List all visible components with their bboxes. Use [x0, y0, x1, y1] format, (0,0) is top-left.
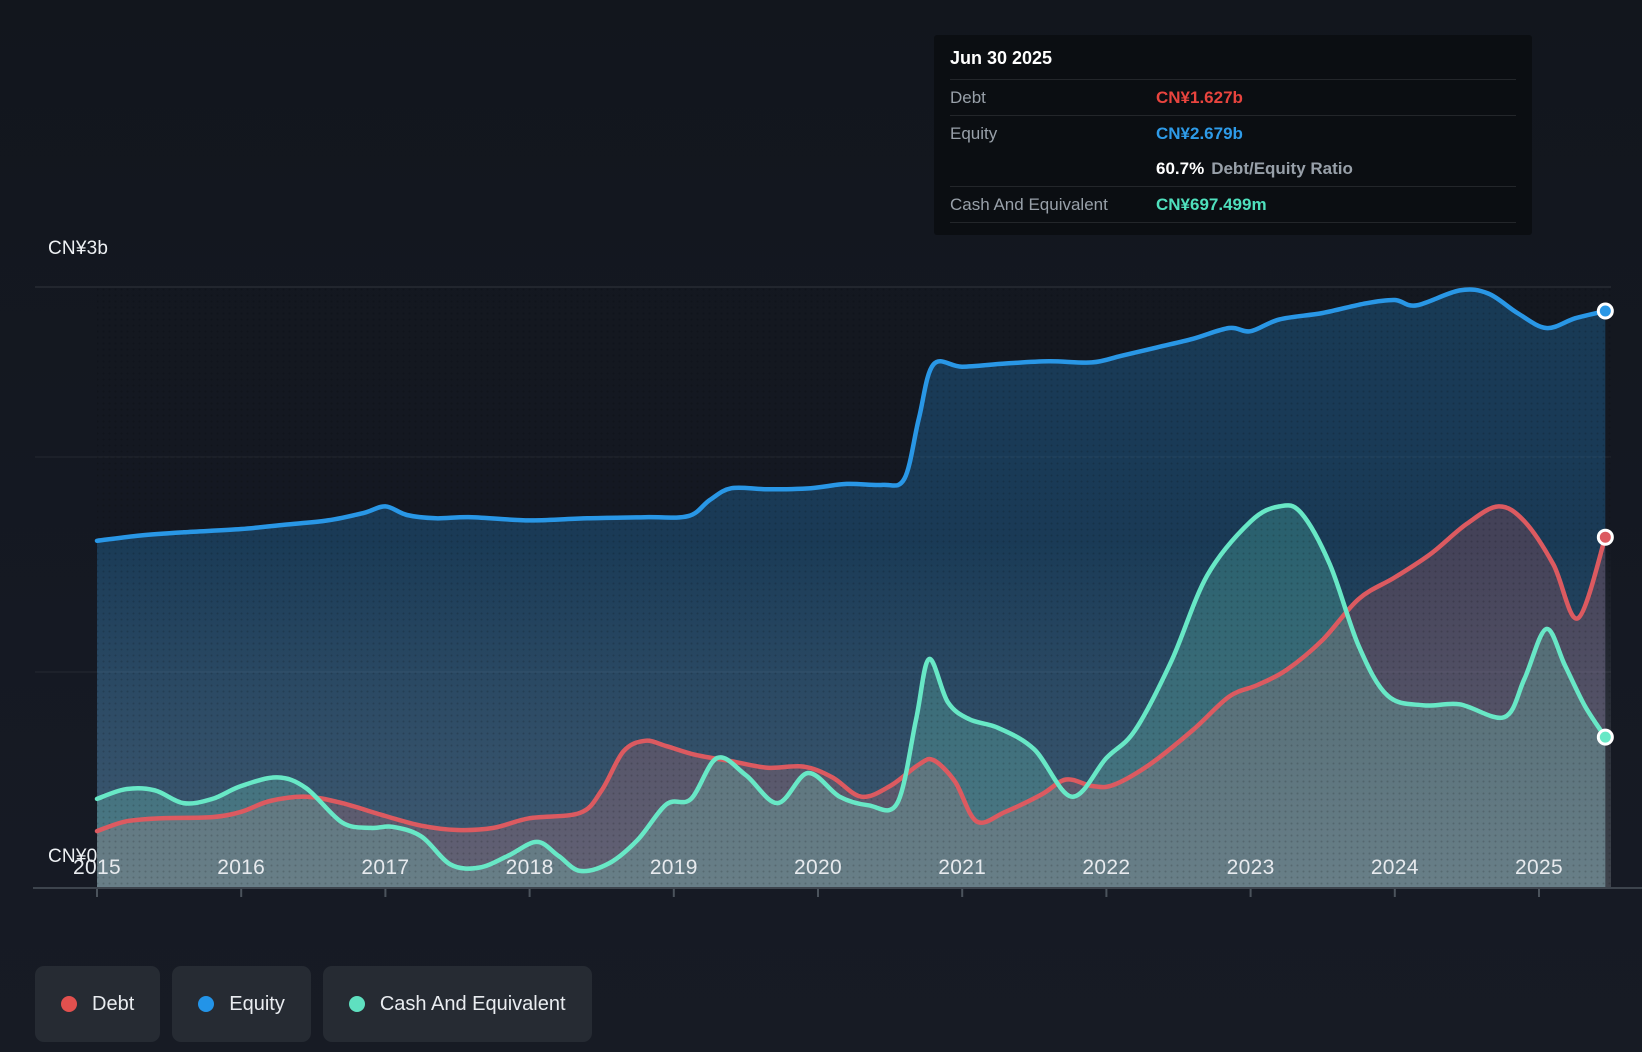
tooltip-debt-value: CN¥1.627b — [1156, 87, 1243, 107]
legend-label-cash: Cash And Equivalent — [379, 992, 566, 1015]
x-axis-label: 2025 — [1515, 856, 1563, 879]
tooltip-equity-value: CN¥2.679b — [1156, 123, 1243, 143]
y-axis-label-zero: CN¥0 — [48, 846, 98, 867]
cash-dot-icon — [348, 996, 365, 1012]
tooltip-ratio-label: Debt/Equity Ratio — [1211, 158, 1353, 178]
x-axis-label: 2015 — [73, 856, 121, 879]
legend: Debt Equity Cash And Equivalent — [35, 966, 592, 1042]
legend-label-debt: Debt — [92, 992, 135, 1015]
tooltip-row-ratio: 60.7% Debt/Equity Ratio — [950, 151, 1516, 187]
x-axis-label: 2022 — [1082, 856, 1131, 879]
equity-end-dot[interactable] — [1596, 302, 1614, 320]
x-axis-label: 2016 — [217, 856, 266, 879]
x-axis-label: 2023 — [1226, 856, 1275, 879]
x-axis-label: 2019 — [649, 856, 698, 879]
x-axis-label: 2021 — [938, 856, 987, 879]
debt-dot-icon — [61, 996, 77, 1012]
legend-label-equity: Equity — [229, 992, 285, 1015]
x-axis-label: 2018 — [505, 856, 554, 879]
tooltip-ratio-value: 60.7% — [1156, 158, 1205, 178]
equity-dot-icon — [198, 996, 215, 1012]
tooltip-date: Jun 30 2025 — [950, 35, 1516, 80]
tooltip-equity-label: Equity — [950, 123, 998, 143]
debt-end-dot[interactable] — [1596, 528, 1614, 546]
tooltip-row-equity: Equity CN¥2.679b — [950, 116, 1516, 151]
tooltip-cash-label: Cash And Equivalent — [950, 194, 1108, 214]
legend-chip-cash[interactable]: Cash And Equivalent — [322, 966, 592, 1042]
legend-chip-debt[interactable]: Debt — [35, 966, 161, 1042]
tooltip-row-cash: Cash And Equivalent CN¥697.499m — [950, 187, 1516, 223]
legend-chip-equity[interactable]: Equity — [172, 966, 311, 1042]
debt-line — [94, 504, 1608, 834]
equity-line — [94, 287, 1608, 544]
tooltip-debt-label: Debt — [950, 87, 986, 107]
x-axis-label: 2024 — [1370, 856, 1419, 879]
x-axis-label: 2020 — [794, 856, 842, 879]
tooltip-cash-value: CN¥697.499m — [1156, 194, 1267, 214]
tooltip-row-debt: Debt CN¥1.627b — [950, 80, 1516, 116]
x-axis-label: 2017 — [361, 856, 410, 879]
cash-and-equivalent-end-dot[interactable] — [1596, 728, 1614, 746]
cash-and-equivalent-line — [94, 503, 1608, 874]
y-axis-label-max: CN¥3b — [48, 238, 109, 259]
texture-overlay — [97, 287, 1611, 888]
tooltip-panel: Jun 30 2025 Debt CN¥1.627b Equity CN¥2.6… — [934, 35, 1532, 235]
